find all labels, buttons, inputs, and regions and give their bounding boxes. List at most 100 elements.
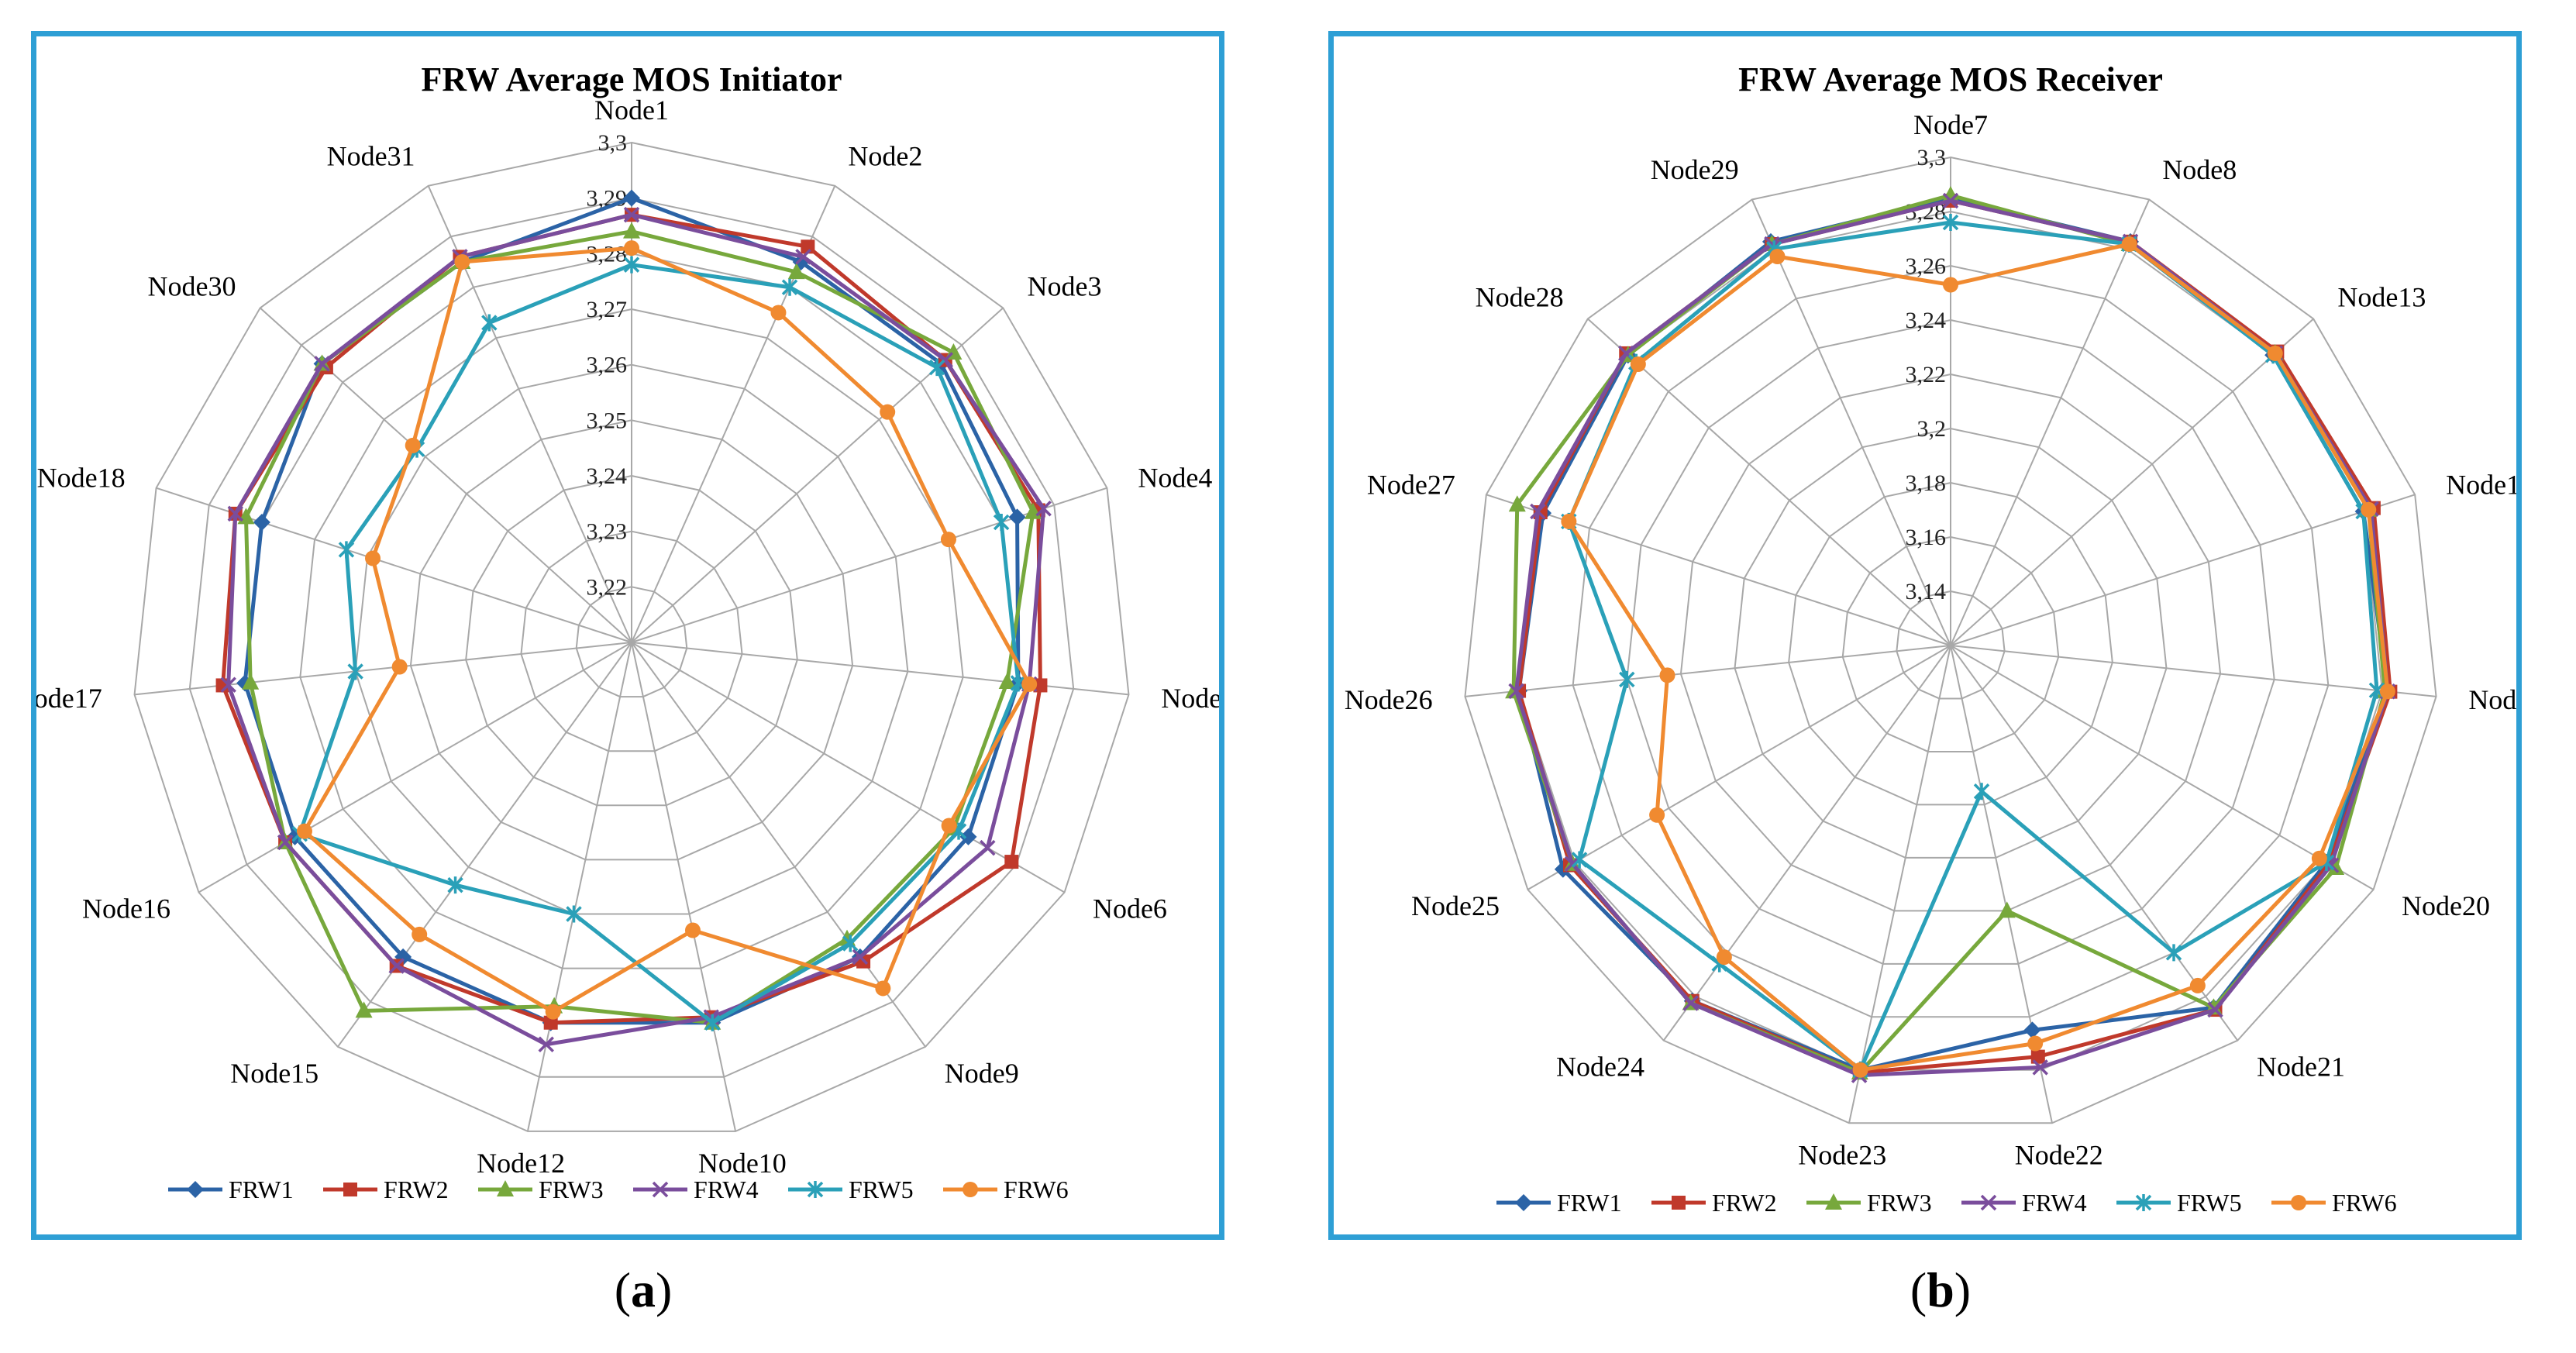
category-label: Node17 <box>36 683 102 714</box>
data-point <box>2327 859 2345 875</box>
data-point <box>1004 855 1019 869</box>
data-point <box>2361 501 2377 518</box>
spoke <box>631 642 926 1048</box>
category-label: Node4 <box>1138 463 1212 494</box>
legend-marker <box>1825 1193 1842 1210</box>
category-label: Node24 <box>1556 1052 1644 1083</box>
grid-ring <box>1626 318 2275 965</box>
category-label: Node9 <box>945 1058 1019 1089</box>
tick-label: 3,24 <box>587 463 628 489</box>
tick-label: 3,26 <box>587 353 628 378</box>
legend-item: FRW1 <box>168 1176 294 1203</box>
series-line <box>243 229 1035 1025</box>
grid-ring <box>188 197 1075 1078</box>
category-label: Node22 <box>2015 1139 2103 1170</box>
legend-label: FRW1 <box>1557 1189 1622 1217</box>
data-point <box>781 278 798 296</box>
chart-title: FRW Average MOS Initiator <box>421 60 842 98</box>
legend-marker <box>497 1180 514 1196</box>
data-point <box>220 676 236 693</box>
data-point <box>2379 683 2395 700</box>
legend-item: FRW5 <box>788 1176 914 1203</box>
data-point <box>801 239 815 254</box>
category-label: Node15 <box>230 1058 319 1089</box>
series-line <box>1511 193 2387 1075</box>
legend-marker <box>343 1183 357 1196</box>
legend-label: FRW5 <box>2177 1189 2242 1217</box>
category-label: Node3 <box>1028 270 1102 301</box>
grid-ring <box>1464 156 2437 1124</box>
data-point <box>1033 678 1048 693</box>
tick-label: 3,18 <box>1906 470 1947 496</box>
tick-label: 3,3 <box>1917 145 1947 170</box>
data-point <box>355 1001 373 1018</box>
data-point <box>980 839 996 856</box>
legend-label: FRW6 <box>2332 1189 2397 1217</box>
grid-ring <box>1679 373 2222 912</box>
legend-label: FRW3 <box>1867 1189 1932 1217</box>
data-point <box>2032 1059 2048 1076</box>
spoke <box>198 642 632 893</box>
series-frw4 <box>220 206 1052 1052</box>
data-point <box>770 305 787 321</box>
legend-marker <box>807 1181 824 1198</box>
category-label: Node8 <box>2162 154 2237 185</box>
spoke <box>1950 645 2239 1041</box>
category-label: Node7 <box>1913 109 1988 140</box>
data-point <box>1571 851 1588 869</box>
category-label: Node10 <box>698 1148 787 1179</box>
data-point <box>852 948 869 966</box>
data-point <box>1508 495 1526 512</box>
data-point <box>875 980 891 997</box>
data-point <box>2267 345 2283 361</box>
tick-label: 3,24 <box>1906 308 1947 333</box>
data-point <box>481 314 498 332</box>
data-point <box>1035 501 1052 517</box>
legend-label: FRW3 <box>539 1176 604 1203</box>
legend-marker <box>2291 1195 2306 1210</box>
data-point <box>2207 1001 2223 1018</box>
legend: FRW1 FRW2 FRW3 FRW4 FRW5 FRW6 <box>1496 1189 2397 1217</box>
data-point <box>1554 860 1572 878</box>
spoke <box>1527 645 1951 890</box>
data-point <box>412 926 428 942</box>
spoke <box>1950 199 2151 646</box>
data-point <box>941 818 957 834</box>
data-point <box>704 1014 721 1031</box>
category-label: Node28 <box>1476 281 1564 312</box>
legend-item: FRW2 <box>323 1176 449 1203</box>
data-point <box>928 359 945 377</box>
spoke <box>1587 318 1951 646</box>
series-line <box>1514 198 2390 1078</box>
tick-label: 3,28 <box>587 241 628 267</box>
spoke <box>1848 645 1951 1124</box>
category-label: Node14 <box>2446 469 2516 500</box>
data-point <box>2165 944 2182 962</box>
chart-panel-receiver: FRW Average MOS Receiver 3,14 3,16 3,18 3,2 3… <box>1328 31 2522 1240</box>
data-point <box>242 673 260 690</box>
data-point <box>623 206 640 223</box>
category-label: Node27 <box>1367 469 1455 500</box>
series-line <box>302 246 1031 1014</box>
data-point <box>1716 949 1732 966</box>
grid-ring <box>1734 427 2168 859</box>
legend-marker <box>2135 1194 2152 1211</box>
spoke <box>1950 494 2416 646</box>
series-line <box>1566 220 2379 1072</box>
data-point <box>1998 901 2016 918</box>
category-label: Node16 <box>82 893 170 924</box>
series-line <box>1566 242 2390 1072</box>
spoke <box>1751 199 1951 646</box>
tick-label: 3,14 <box>1906 579 1947 604</box>
legend-label: FRW6 <box>1004 1176 1069 1203</box>
data-point <box>347 663 363 680</box>
category-label: Node31 <box>327 140 415 171</box>
category-label: Node21 <box>2257 1052 2345 1083</box>
category-label: Node26 <box>1345 684 1433 715</box>
data-point <box>1530 503 1546 520</box>
data-point <box>454 253 470 270</box>
data-point <box>296 823 312 839</box>
legend-item: FRW6 <box>2271 1189 2397 1217</box>
grid-ring <box>1896 590 2006 700</box>
data-point <box>795 249 811 265</box>
